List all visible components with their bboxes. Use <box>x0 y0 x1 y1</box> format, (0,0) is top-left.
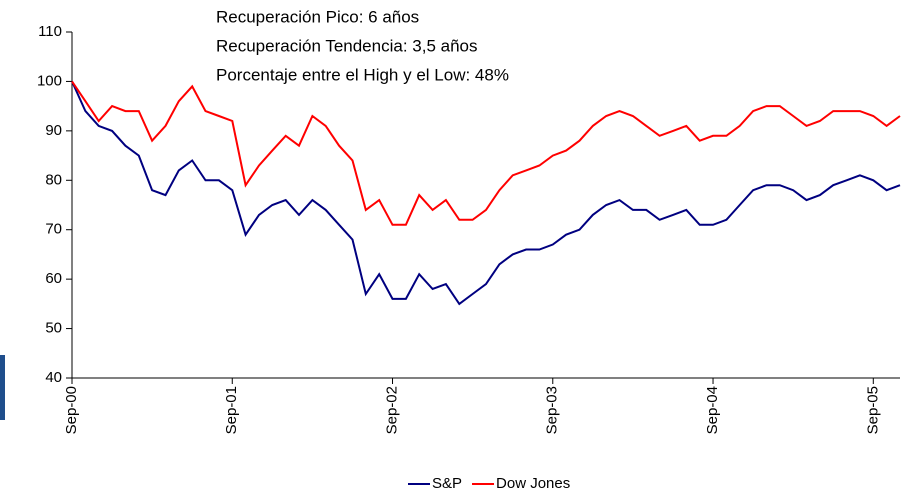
y-tick-label: 100 <box>37 72 62 89</box>
annotation: Recuperación Pico: 6 años <box>216 7 419 26</box>
annotation: Porcentaje entre el High y el Low: 48% <box>216 65 509 84</box>
x-tick-label: Sep-04 <box>704 386 721 434</box>
y-tick-label: 70 <box>45 221 62 238</box>
x-tick-label: Sep-01 <box>223 386 240 434</box>
series-line <box>71 80 901 226</box>
series-line <box>71 80 901 306</box>
legend-label: Dow Jones <box>496 475 570 492</box>
side-bar <box>0 355 5 420</box>
annotation: Recuperación Tendencia: 3,5 años <box>216 36 477 55</box>
y-tick-label: 110 <box>38 23 62 40</box>
y-tick-label: 50 <box>45 320 62 337</box>
legend-label: S&P <box>432 475 462 492</box>
x-tick-label: Sep-05 <box>864 386 881 434</box>
y-tick-label: 60 <box>45 270 62 287</box>
y-tick-label: 80 <box>45 171 62 188</box>
x-tick-label: Sep-03 <box>544 386 561 434</box>
y-tick-label: 90 <box>45 122 62 139</box>
x-tick-label: Sep-02 <box>383 386 400 434</box>
x-tick-label: Sep-00 <box>63 386 80 434</box>
y-tick-label: 40 <box>45 369 62 386</box>
